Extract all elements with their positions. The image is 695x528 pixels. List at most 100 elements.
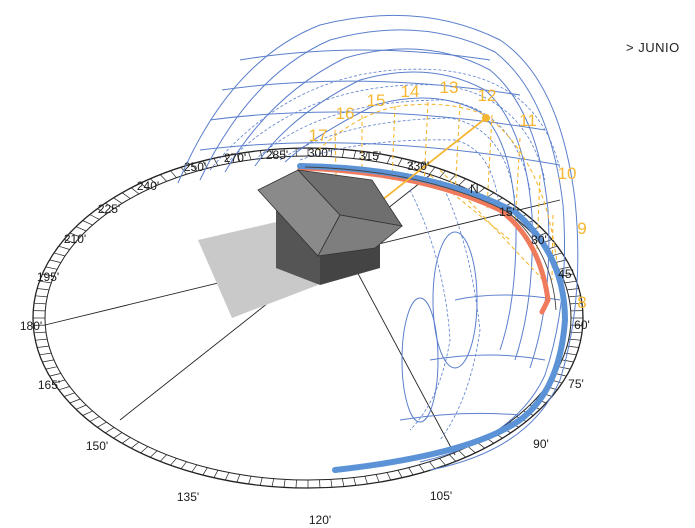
house-icon [257, 169, 403, 285]
rim-tick [375, 474, 380, 483]
degree-label: 15' [499, 205, 515, 219]
hour-label: 9 [577, 219, 586, 238]
degree-label: 225' [98, 202, 120, 216]
rim-tick [386, 155, 392, 164]
degree-label: 45' [558, 267, 574, 281]
summer-solstice-path [297, 165, 551, 315]
rim-tick [408, 467, 414, 476]
rim-tick [35, 338, 48, 341]
hour-label: 8 [577, 293, 586, 312]
rim-tick [248, 151, 252, 160]
degree-label: 105' [430, 489, 452, 503]
degree-label: 90' [533, 437, 549, 451]
degree-label: 285' [266, 148, 288, 162]
rim-tick [63, 392, 75, 397]
rim-tick [561, 359, 574, 363]
rim-tick [397, 470, 403, 478]
rim-tick [170, 458, 177, 466]
rim-tick [53, 379, 66, 384]
degree-label: 270' [224, 151, 246, 165]
rim-tick [180, 461, 187, 470]
rim-tick [458, 178, 466, 186]
rim-tick [42, 273, 55, 277]
degree-label: 165' [38, 378, 60, 392]
rim-tick [375, 153, 380, 162]
rim-tick [319, 148, 321, 157]
rim-tick [236, 153, 241, 162]
rim-tick [45, 366, 58, 370]
rim-tick [418, 464, 425, 473]
rim-tick [558, 366, 571, 370]
rim-tick [449, 454, 457, 462]
rim-tick [353, 477, 357, 486]
rim-tick [58, 386, 70, 391]
rim-tick [429, 166, 436, 175]
rim-tick [33, 331, 47, 334]
rim-tick [49, 259, 61, 263]
rim-tick [191, 464, 198, 473]
rim-tick [341, 149, 345, 158]
rim-tick [364, 151, 368, 160]
rim-tick [408, 160, 414, 169]
rim-tick [45, 266, 58, 270]
rim-tick [341, 478, 345, 487]
rim-tick [89, 416, 100, 422]
rim-tick [75, 226, 87, 232]
rim-tick [82, 220, 93, 226]
hour-label: 16 [336, 104, 355, 123]
rim-tick [121, 437, 131, 444]
rim-tick [330, 148, 333, 157]
rim-tick [224, 472, 230, 481]
rim-tick [467, 182, 476, 190]
rim-tick [39, 352, 52, 356]
degree-label: 75' [568, 377, 584, 391]
rim-tick [53, 252, 66, 257]
hour-label: 12 [478, 86, 497, 105]
month-label: > JUNIO [626, 40, 680, 55]
rim-tick [295, 479, 297, 488]
rim-tick [213, 470, 219, 478]
rim-tick [159, 454, 167, 462]
rim-tick [564, 280, 577, 284]
degree-label: 150' [86, 439, 108, 453]
rim-tick [150, 178, 158, 186]
rim-tick [213, 158, 219, 166]
rim-tick [75, 404, 87, 410]
rim-tick [37, 288, 50, 291]
rim-tick [558, 266, 571, 270]
hour-label: 15 [367, 91, 386, 110]
rim-tick [458, 450, 466, 458]
rim-tick [330, 479, 333, 488]
rim-tick [130, 187, 140, 195]
rim-tick [69, 232, 81, 238]
rim-tick [259, 477, 263, 486]
rim-tick [97, 208, 107, 215]
degree-label: 120' [309, 513, 331, 527]
hour-labels: 8 9 10 11 12 13 14 15 16 17 [309, 78, 587, 312]
rim-tick [364, 476, 368, 485]
house-roof-front [317, 214, 403, 257]
rim-tick [33, 302, 47, 305]
rim-tick [449, 174, 457, 182]
rim-tick [140, 446, 149, 454]
rim-tick [271, 478, 275, 487]
degree-label: 180' [20, 319, 42, 333]
rim-tick [150, 450, 158, 458]
sun-ray-icon [371, 114, 490, 209]
rim-tick [429, 461, 436, 470]
rim-tick [236, 474, 241, 483]
rim-tick [202, 467, 208, 476]
rim-tick [159, 174, 167, 182]
rim-tick [89, 214, 100, 220]
rim-tick [170, 170, 177, 178]
rim-tick [69, 398, 81, 404]
degree-label: 135' [177, 490, 199, 504]
rim-tick [121, 192, 131, 199]
rim-tick [49, 373, 61, 377]
rim-tick [248, 476, 252, 485]
rim-tick [319, 479, 321, 488]
north-label: N [470, 182, 479, 196]
rim-tick [569, 302, 583, 305]
rim-tick [191, 163, 198, 172]
